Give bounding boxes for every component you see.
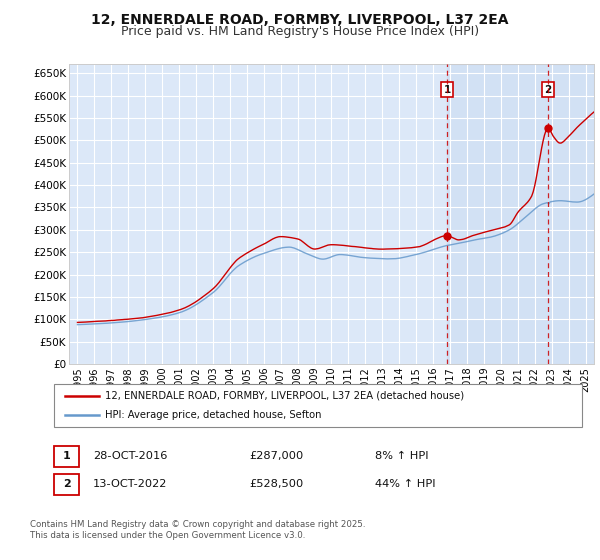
Text: 1: 1 xyxy=(63,451,70,461)
Text: 2: 2 xyxy=(544,85,552,95)
Text: £287,000: £287,000 xyxy=(249,451,303,461)
Text: 2: 2 xyxy=(63,479,70,489)
Text: HPI: Average price, detached house, Sefton: HPI: Average price, detached house, Seft… xyxy=(105,410,322,419)
Text: 8% ↑ HPI: 8% ↑ HPI xyxy=(375,451,428,461)
Text: 44% ↑ HPI: 44% ↑ HPI xyxy=(375,479,436,489)
Text: 1: 1 xyxy=(443,85,451,95)
Text: 12, ENNERDALE ROAD, FORMBY, LIVERPOOL, L37 2EA (detached house): 12, ENNERDALE ROAD, FORMBY, LIVERPOOL, L… xyxy=(105,391,464,400)
Text: Price paid vs. HM Land Registry's House Price Index (HPI): Price paid vs. HM Land Registry's House … xyxy=(121,25,479,39)
Text: £528,500: £528,500 xyxy=(249,479,303,489)
Bar xyxy=(447,64,594,364)
Text: Contains HM Land Registry data © Crown copyright and database right 2025.
This d: Contains HM Land Registry data © Crown c… xyxy=(30,520,365,540)
Text: 28-OCT-2016: 28-OCT-2016 xyxy=(93,451,167,461)
Text: 13-OCT-2022: 13-OCT-2022 xyxy=(93,479,167,489)
Text: 12, ENNERDALE ROAD, FORMBY, LIVERPOOL, L37 2EA: 12, ENNERDALE ROAD, FORMBY, LIVERPOOL, L… xyxy=(91,13,509,27)
